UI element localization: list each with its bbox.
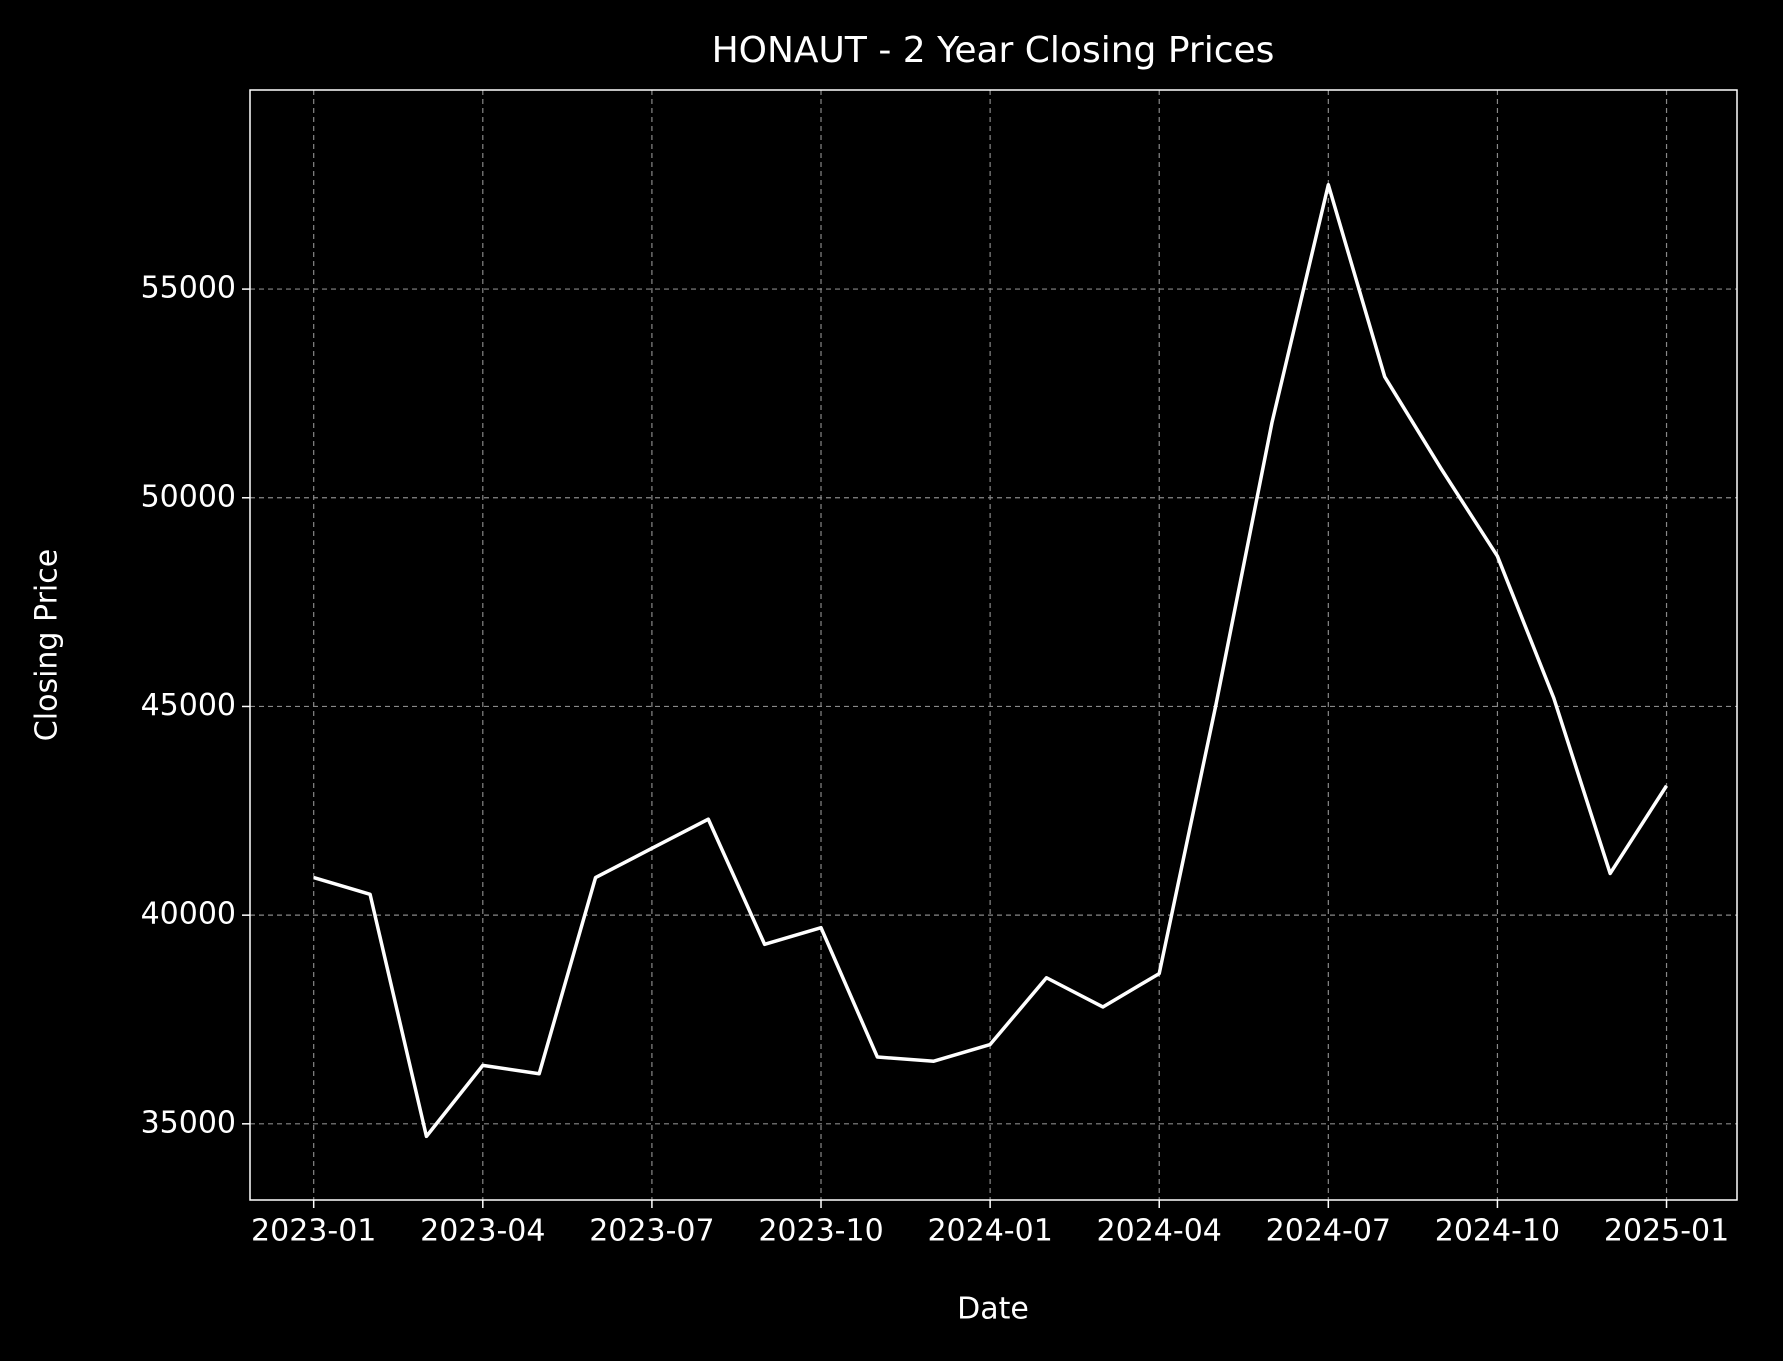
- y-tick-label: 50000: [141, 479, 236, 514]
- y-tick-label: 40000: [141, 897, 236, 932]
- x-axis-label: Date: [957, 1292, 1029, 1327]
- x-tick-label: 2024-10: [1435, 1214, 1560, 1249]
- x-tick-label: 2023-07: [589, 1214, 714, 1249]
- y-tick-label: 55000: [141, 271, 236, 306]
- x-tick-label: 2024-01: [927, 1214, 1052, 1249]
- plot-frame: [249, 89, 1738, 1201]
- x-tick-label: 2024-04: [1097, 1214, 1222, 1249]
- price-line: [313, 182, 1669, 1139]
- x-tick-label: 2023-01: [251, 1214, 376, 1249]
- chart-title: HONAUT - 2 Year Closing Prices: [712, 30, 1275, 71]
- y-tick-label: 35000: [141, 1105, 236, 1140]
- y-axis-label: Closing Price: [30, 549, 65, 741]
- x-tick-label: 2025-01: [1604, 1214, 1729, 1249]
- x-tick-label: 2023-10: [758, 1214, 883, 1249]
- y-tick-label: 45000: [141, 688, 236, 723]
- x-tick-label: 2024-07: [1266, 1214, 1391, 1249]
- x-tick-label: 2023-04: [420, 1214, 545, 1249]
